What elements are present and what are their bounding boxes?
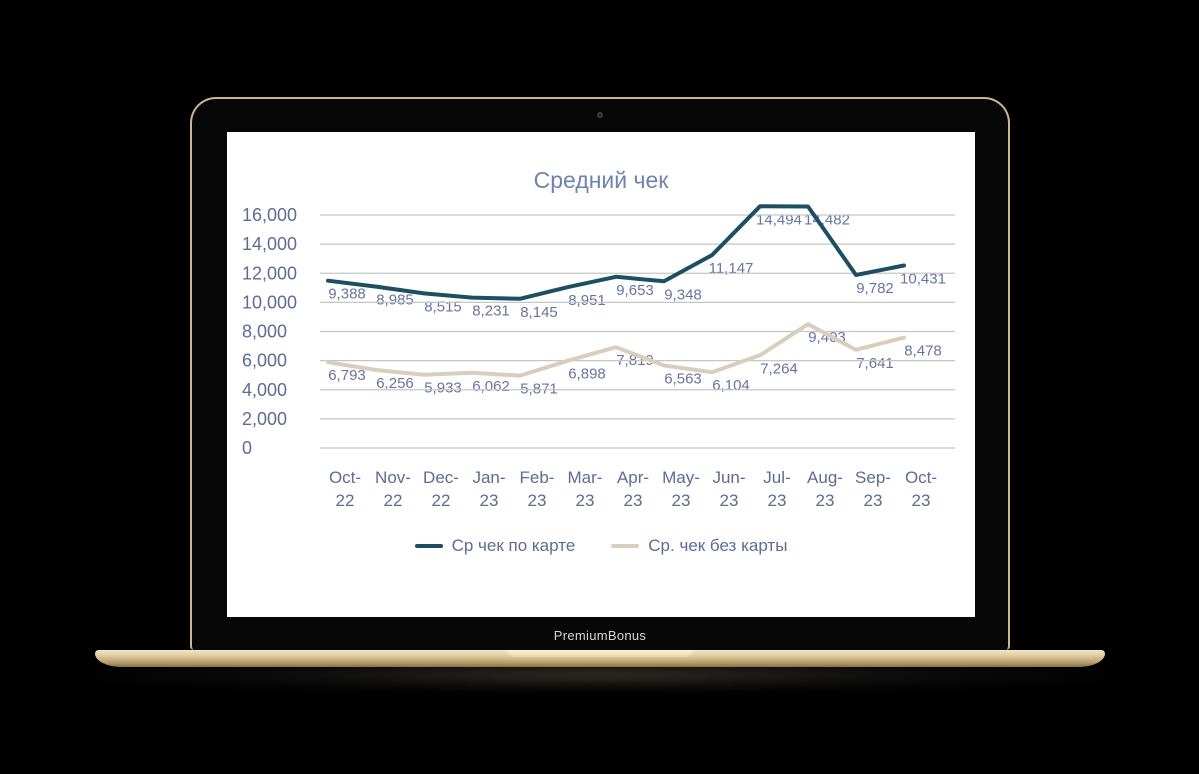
x-tick-label: 23 [816,491,835,510]
data-label: 6,256 [376,375,414,392]
webcam-dot [597,112,603,118]
legend-item-no-card: Ср. чек без карты [611,536,787,556]
x-tick-label: 23 [528,491,547,510]
x-tick-label: Nov- [375,468,411,487]
x-tick-label: Oct- [329,468,361,487]
legend-label-no-card: Ср. чек без карты [648,536,788,555]
x-tick-label: 22 [336,491,355,510]
chart-legend: Ср чек по карте Ср. чек без карты [227,536,975,556]
chart-plot: 9,388 8,985 8,515 8,231 8,145 8,951 9,653 9,348… [242,204,955,510]
x-tick-label: Apr- [617,468,649,487]
y-tick-label: 12,000 [242,263,297,283]
data-label: 9,388 [328,286,366,303]
laptop-base [95,650,1105,667]
data-label: 6,563 [664,371,702,388]
y-tick-label: 10,000 [242,292,297,312]
x-tick-label: Oct- [905,468,937,487]
y-tick-label: 6,000 [242,351,287,371]
data-label: 8,145 [520,304,558,321]
data-label: 9,348 [664,286,702,303]
chart-title: Средний чек [533,167,669,193]
x-tick-label: 22 [432,491,451,510]
y-tick-label: 8,000 [242,322,287,342]
data-label: 8,231 [472,303,510,320]
laptop-screen: Средний чек 9,388 8,985 8,515 8,231 8,145 8,9… [227,132,975,617]
brand-label: PremiumBonus [553,628,647,643]
laptop-lid: Средний чек 9,388 8,985 8,515 8,231 8,145 8,9… [190,97,1010,650]
y-tick-label: 0 [242,438,252,458]
x-tick-label: Mar- [568,468,603,487]
data-label: 7,264 [760,360,798,377]
x-tick-label: Aug- [807,468,843,487]
legend-swatch-card-line [414,544,443,548]
x-tick-label: Jan- [472,468,505,487]
x-tick-label: 23 [672,491,691,510]
data-label: 8,515 [424,298,462,315]
x-tick-label: 23 [576,491,595,510]
x-tick-label: 23 [912,491,931,510]
data-label: 14,494 [756,211,802,228]
data-label: 11,147 [709,260,754,277]
data-label: 8,478 [904,343,942,360]
x-tick-label: Feb- [520,468,555,487]
y-tick-label: 14,000 [242,234,297,254]
data-label: 8,985 [376,292,414,309]
x-tick-label: May- [662,468,700,487]
x-tick-label: 23 [768,491,787,510]
x-tick-label: 23 [864,491,883,510]
x-tick-label: 23 [720,491,739,510]
data-label: 10,431 [900,271,946,288]
data-label: 9,403 [808,329,846,346]
x-tick-label: 23 [480,491,499,510]
data-label: 6,793 [328,367,366,384]
series-line [326,322,906,378]
x-tick-label: 22 [384,491,403,510]
y-tick-label: 2,000 [242,409,287,429]
data-label: 8,951 [568,292,606,309]
legend-swatch-no-card-line [611,544,640,548]
legend-item-card: Ср чек по карте [414,536,576,556]
data-label: 6,104 [712,377,750,394]
x-tick-label: Jun- [712,468,745,487]
data-label: 7,641 [856,355,894,372]
y-tick-label: 16,000 [242,205,297,225]
data-label: 9,782 [856,280,894,297]
x-tick-label: Sep- [855,468,891,487]
laptop-base-notch [507,650,693,657]
data-label: 6,062 [472,378,510,395]
series-line [326,204,906,301]
data-label: 6,898 [568,366,606,383]
legend-label-card: Ср чек по карте [451,536,576,555]
x-tick-label: 23 [624,491,643,510]
x-tick-label: Jul- [763,468,790,487]
x-tick-label: Dec- [423,468,459,487]
data-label: 9,653 [616,282,654,299]
data-label: 5,933 [424,380,462,397]
y-tick-label: 4,000 [242,380,287,400]
